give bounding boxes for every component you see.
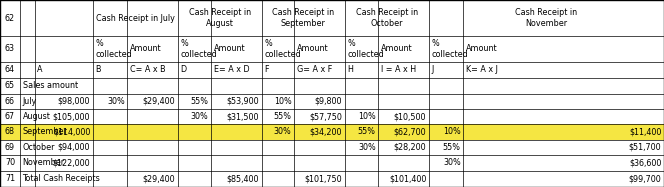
Text: $62,700: $62,700 bbox=[394, 128, 426, 137]
Text: 30%: 30% bbox=[358, 143, 376, 152]
Text: %
collected: % collected bbox=[347, 39, 384, 59]
Text: $57,750: $57,750 bbox=[309, 112, 342, 121]
Text: 30%: 30% bbox=[107, 97, 125, 106]
Text: 65: 65 bbox=[5, 81, 15, 90]
Text: 30%: 30% bbox=[191, 112, 208, 121]
Text: Cash Receipt in
November: Cash Receipt in November bbox=[515, 8, 578, 28]
Text: 10%: 10% bbox=[358, 112, 376, 121]
Text: November: November bbox=[23, 158, 64, 167]
Text: 10%: 10% bbox=[443, 128, 461, 137]
Text: $51,700: $51,700 bbox=[629, 143, 661, 152]
Text: August: August bbox=[23, 112, 50, 121]
Text: $122,000: $122,000 bbox=[52, 158, 90, 167]
Text: 66: 66 bbox=[5, 97, 15, 106]
Text: $34,200: $34,200 bbox=[309, 128, 342, 137]
Text: Amount: Amount bbox=[381, 45, 413, 53]
Text: F: F bbox=[264, 65, 269, 74]
Text: 68: 68 bbox=[5, 128, 15, 137]
Text: Amount: Amount bbox=[466, 45, 498, 53]
Text: J: J bbox=[432, 65, 434, 74]
Text: $105,000: $105,000 bbox=[53, 112, 90, 121]
Text: $28,200: $28,200 bbox=[394, 143, 426, 152]
Text: $99,700: $99,700 bbox=[629, 174, 661, 183]
Text: September: September bbox=[23, 128, 68, 137]
Text: 70: 70 bbox=[5, 158, 15, 167]
Text: H: H bbox=[347, 65, 353, 74]
Text: Sales amount: Sales amount bbox=[23, 81, 78, 90]
Text: A: A bbox=[37, 65, 42, 74]
Text: 62: 62 bbox=[5, 14, 15, 23]
Text: $10,500: $10,500 bbox=[394, 112, 426, 121]
Text: 55%: 55% bbox=[443, 143, 461, 152]
Text: 69: 69 bbox=[5, 143, 15, 152]
Text: C= A x B: C= A x B bbox=[130, 65, 166, 74]
Text: %
collected: % collected bbox=[264, 39, 301, 59]
Text: $11,400: $11,400 bbox=[629, 128, 661, 137]
Text: I = A x H: I = A x H bbox=[381, 65, 416, 74]
Text: Amount: Amount bbox=[297, 45, 329, 53]
Text: Cash Receipt in July: Cash Receipt in July bbox=[96, 14, 175, 23]
Bar bbox=[0, 124, 664, 140]
Text: July: July bbox=[23, 97, 37, 106]
Text: $9,800: $9,800 bbox=[315, 97, 342, 106]
Text: 30%: 30% bbox=[274, 128, 291, 137]
Text: $101,750: $101,750 bbox=[304, 174, 342, 183]
Text: 71: 71 bbox=[5, 174, 15, 183]
Text: $85,400: $85,400 bbox=[226, 174, 259, 183]
Text: $36,600: $36,600 bbox=[629, 158, 661, 167]
Text: $29,400: $29,400 bbox=[143, 174, 175, 183]
Text: $94,000: $94,000 bbox=[58, 143, 90, 152]
Text: $53,900: $53,900 bbox=[226, 97, 259, 106]
Text: %
collected: % collected bbox=[181, 39, 217, 59]
Text: $98,000: $98,000 bbox=[58, 97, 90, 106]
Text: %
collected: % collected bbox=[96, 39, 132, 59]
Text: Amount: Amount bbox=[214, 45, 246, 53]
Text: $101,400: $101,400 bbox=[389, 174, 426, 183]
Text: Amount: Amount bbox=[130, 45, 162, 53]
Text: K= A x J: K= A x J bbox=[466, 65, 498, 74]
Text: G= A x F: G= A x F bbox=[297, 65, 332, 74]
Text: Cash Receipt in
September: Cash Receipt in September bbox=[272, 8, 334, 28]
Text: 64: 64 bbox=[5, 65, 15, 74]
Text: %
collected: % collected bbox=[432, 39, 468, 59]
Text: B: B bbox=[96, 65, 101, 74]
Text: 55%: 55% bbox=[274, 112, 291, 121]
Text: Cash Receipt in
October: Cash Receipt in October bbox=[356, 8, 418, 28]
Text: October: October bbox=[23, 143, 55, 152]
Text: Cash Receipt in
August: Cash Receipt in August bbox=[189, 8, 251, 28]
Text: E= A x D: E= A x D bbox=[214, 65, 250, 74]
Text: 67: 67 bbox=[5, 112, 15, 121]
Text: Total Cash Receipts: Total Cash Receipts bbox=[23, 174, 100, 183]
Text: D: D bbox=[181, 65, 187, 74]
Text: $114,000: $114,000 bbox=[53, 128, 90, 137]
Text: 10%: 10% bbox=[274, 97, 291, 106]
Text: 55%: 55% bbox=[358, 128, 376, 137]
Text: $29,400: $29,400 bbox=[143, 97, 175, 106]
Text: 30%: 30% bbox=[443, 158, 461, 167]
Text: $31,500: $31,500 bbox=[226, 112, 259, 121]
Text: 63: 63 bbox=[5, 45, 15, 53]
Text: 55%: 55% bbox=[191, 97, 208, 106]
